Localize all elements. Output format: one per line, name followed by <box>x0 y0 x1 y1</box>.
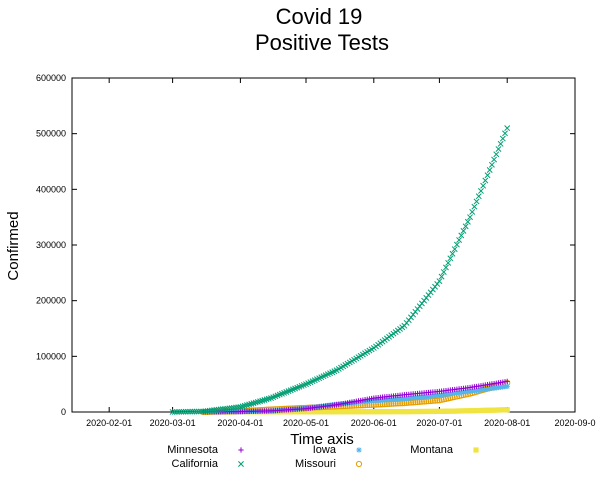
data-point-california <box>473 198 480 205</box>
data-point-california <box>169 409 176 415</box>
x-tick-label: 2020-04-01 <box>217 418 263 428</box>
data-point-california <box>171 408 178 415</box>
chart-title-line-1: Covid 19 <box>276 4 363 29</box>
x-tick-label: 2020-08-01 <box>484 418 530 428</box>
x-tick-label: 2020-05-01 <box>283 418 329 428</box>
y-tick-label: 0 <box>61 407 66 417</box>
data-point-california <box>475 193 482 200</box>
data-point-california <box>497 140 504 147</box>
data-point-california <box>502 130 508 137</box>
data-point-california <box>447 255 454 262</box>
data-point-california <box>174 408 180 415</box>
data-point-california <box>499 135 506 142</box>
data-point-california <box>488 161 495 168</box>
data-point-iowa <box>504 383 510 389</box>
data-point-california <box>436 278 443 285</box>
plot-frame <box>71 77 576 413</box>
x-tick-label: 2020-07-01 <box>416 418 462 428</box>
data-point-california <box>449 250 456 257</box>
legend-marker-iowa <box>356 447 362 453</box>
y-tick-label: 600000 <box>36 73 66 83</box>
data-point-california <box>176 408 183 415</box>
legend-marker-california <box>238 461 244 467</box>
x-tick-label: 2020-06-01 <box>351 418 397 428</box>
y-tick-label: 400000 <box>36 184 66 194</box>
x-tick-label: 2020-09-0 <box>554 418 595 428</box>
data-point-california <box>495 146 502 153</box>
data-point-california <box>458 232 465 239</box>
chart-title-line-2: Positive Tests <box>255 30 389 55</box>
legend-marker-minnesota <box>238 447 244 453</box>
legend-marker-missouri <box>355 460 363 468</box>
y-tick-label: 500000 <box>36 129 66 139</box>
plot-points <box>169 125 511 416</box>
data-point-california <box>182 408 189 415</box>
data-point-california <box>460 227 467 234</box>
data-point-california <box>469 208 476 215</box>
data-point-california <box>438 273 445 280</box>
data-point-california <box>453 241 460 248</box>
legend-label-iowa: Iowa <box>313 444 337 456</box>
data-point-california <box>464 218 471 225</box>
data-point-california <box>486 167 493 173</box>
data-point-california <box>471 203 478 210</box>
data-point-california <box>195 408 202 415</box>
data-point-california <box>180 408 187 415</box>
data-point-california <box>178 408 185 415</box>
y-tick-label: 300000 <box>36 240 66 250</box>
data-point-california <box>440 269 447 275</box>
x-axis-label: Time axis <box>290 431 354 448</box>
data-point-california <box>451 246 458 253</box>
data-point-california <box>493 151 500 158</box>
data-point-california <box>504 125 511 132</box>
data-point-california <box>491 156 498 163</box>
legend-marker-montana <box>473 447 479 453</box>
legend-label-montana: Montana <box>410 444 454 456</box>
x-tick-label: 2020-02-01 <box>86 418 132 428</box>
x-axis: 2020-02-01 2020-03-01 2020-04-01 2020-05-01… <box>86 78 596 428</box>
data-point-california <box>478 188 484 194</box>
y-axis: 0 100000 200000 300000 400000 500000 600000 <box>36 73 575 417</box>
series-california <box>169 125 511 415</box>
data-point-montana <box>504 407 510 413</box>
data-point-california <box>456 237 463 243</box>
y-tick-label: 200000 <box>36 296 66 306</box>
data-point-california <box>480 182 487 189</box>
data-point-california <box>193 408 200 415</box>
legend-label-california: California <box>172 458 219 470</box>
y-tick-label: 100000 <box>36 351 66 361</box>
data-point-california <box>235 404 242 411</box>
data-point-california <box>187 408 194 415</box>
data-point-california <box>482 177 489 184</box>
y-axis-label: Confirmed <box>5 211 22 280</box>
data-point-california <box>467 214 473 221</box>
data-point-california <box>191 408 198 415</box>
data-point-california <box>462 223 469 230</box>
data-point-minnesota <box>504 378 510 384</box>
data-point-california <box>445 259 452 266</box>
legend-label-minnesota: Minnesota <box>167 444 219 456</box>
data-point-california <box>484 172 491 179</box>
data-point-california <box>184 408 191 415</box>
legend: Minnesota California Iowa Missouri Montana <box>167 444 479 470</box>
legend-label-missouri: Missouri <box>295 458 336 470</box>
data-point-california <box>189 408 196 415</box>
series-minnesota <box>200 378 510 415</box>
x-tick-label: 2020-03-01 <box>150 418 196 428</box>
data-point-california <box>443 264 449 271</box>
